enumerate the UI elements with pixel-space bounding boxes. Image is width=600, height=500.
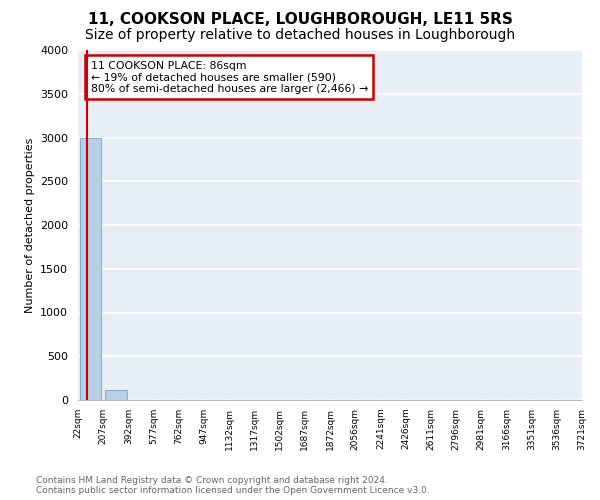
- Text: Contains HM Land Registry data © Crown copyright and database right 2024.: Contains HM Land Registry data © Crown c…: [36, 476, 388, 485]
- Bar: [105, 390, 127, 400]
- Text: 11, COOKSON PLACE, LOUGHBOROUGH, LE11 5RS: 11, COOKSON PLACE, LOUGHBOROUGH, LE11 5R…: [88, 12, 512, 28]
- Text: 11 COOKSON PLACE: 86sqm
← 19% of detached houses are smaller (590)
80% of semi-d: 11 COOKSON PLACE: 86sqm ← 19% of detache…: [91, 60, 368, 94]
- Y-axis label: Number of detached properties: Number of detached properties: [25, 138, 35, 312]
- Bar: [80, 138, 101, 400]
- Text: Contains public sector information licensed under the Open Government Licence v3: Contains public sector information licen…: [36, 486, 430, 495]
- Text: Size of property relative to detached houses in Loughborough: Size of property relative to detached ho…: [85, 28, 515, 42]
